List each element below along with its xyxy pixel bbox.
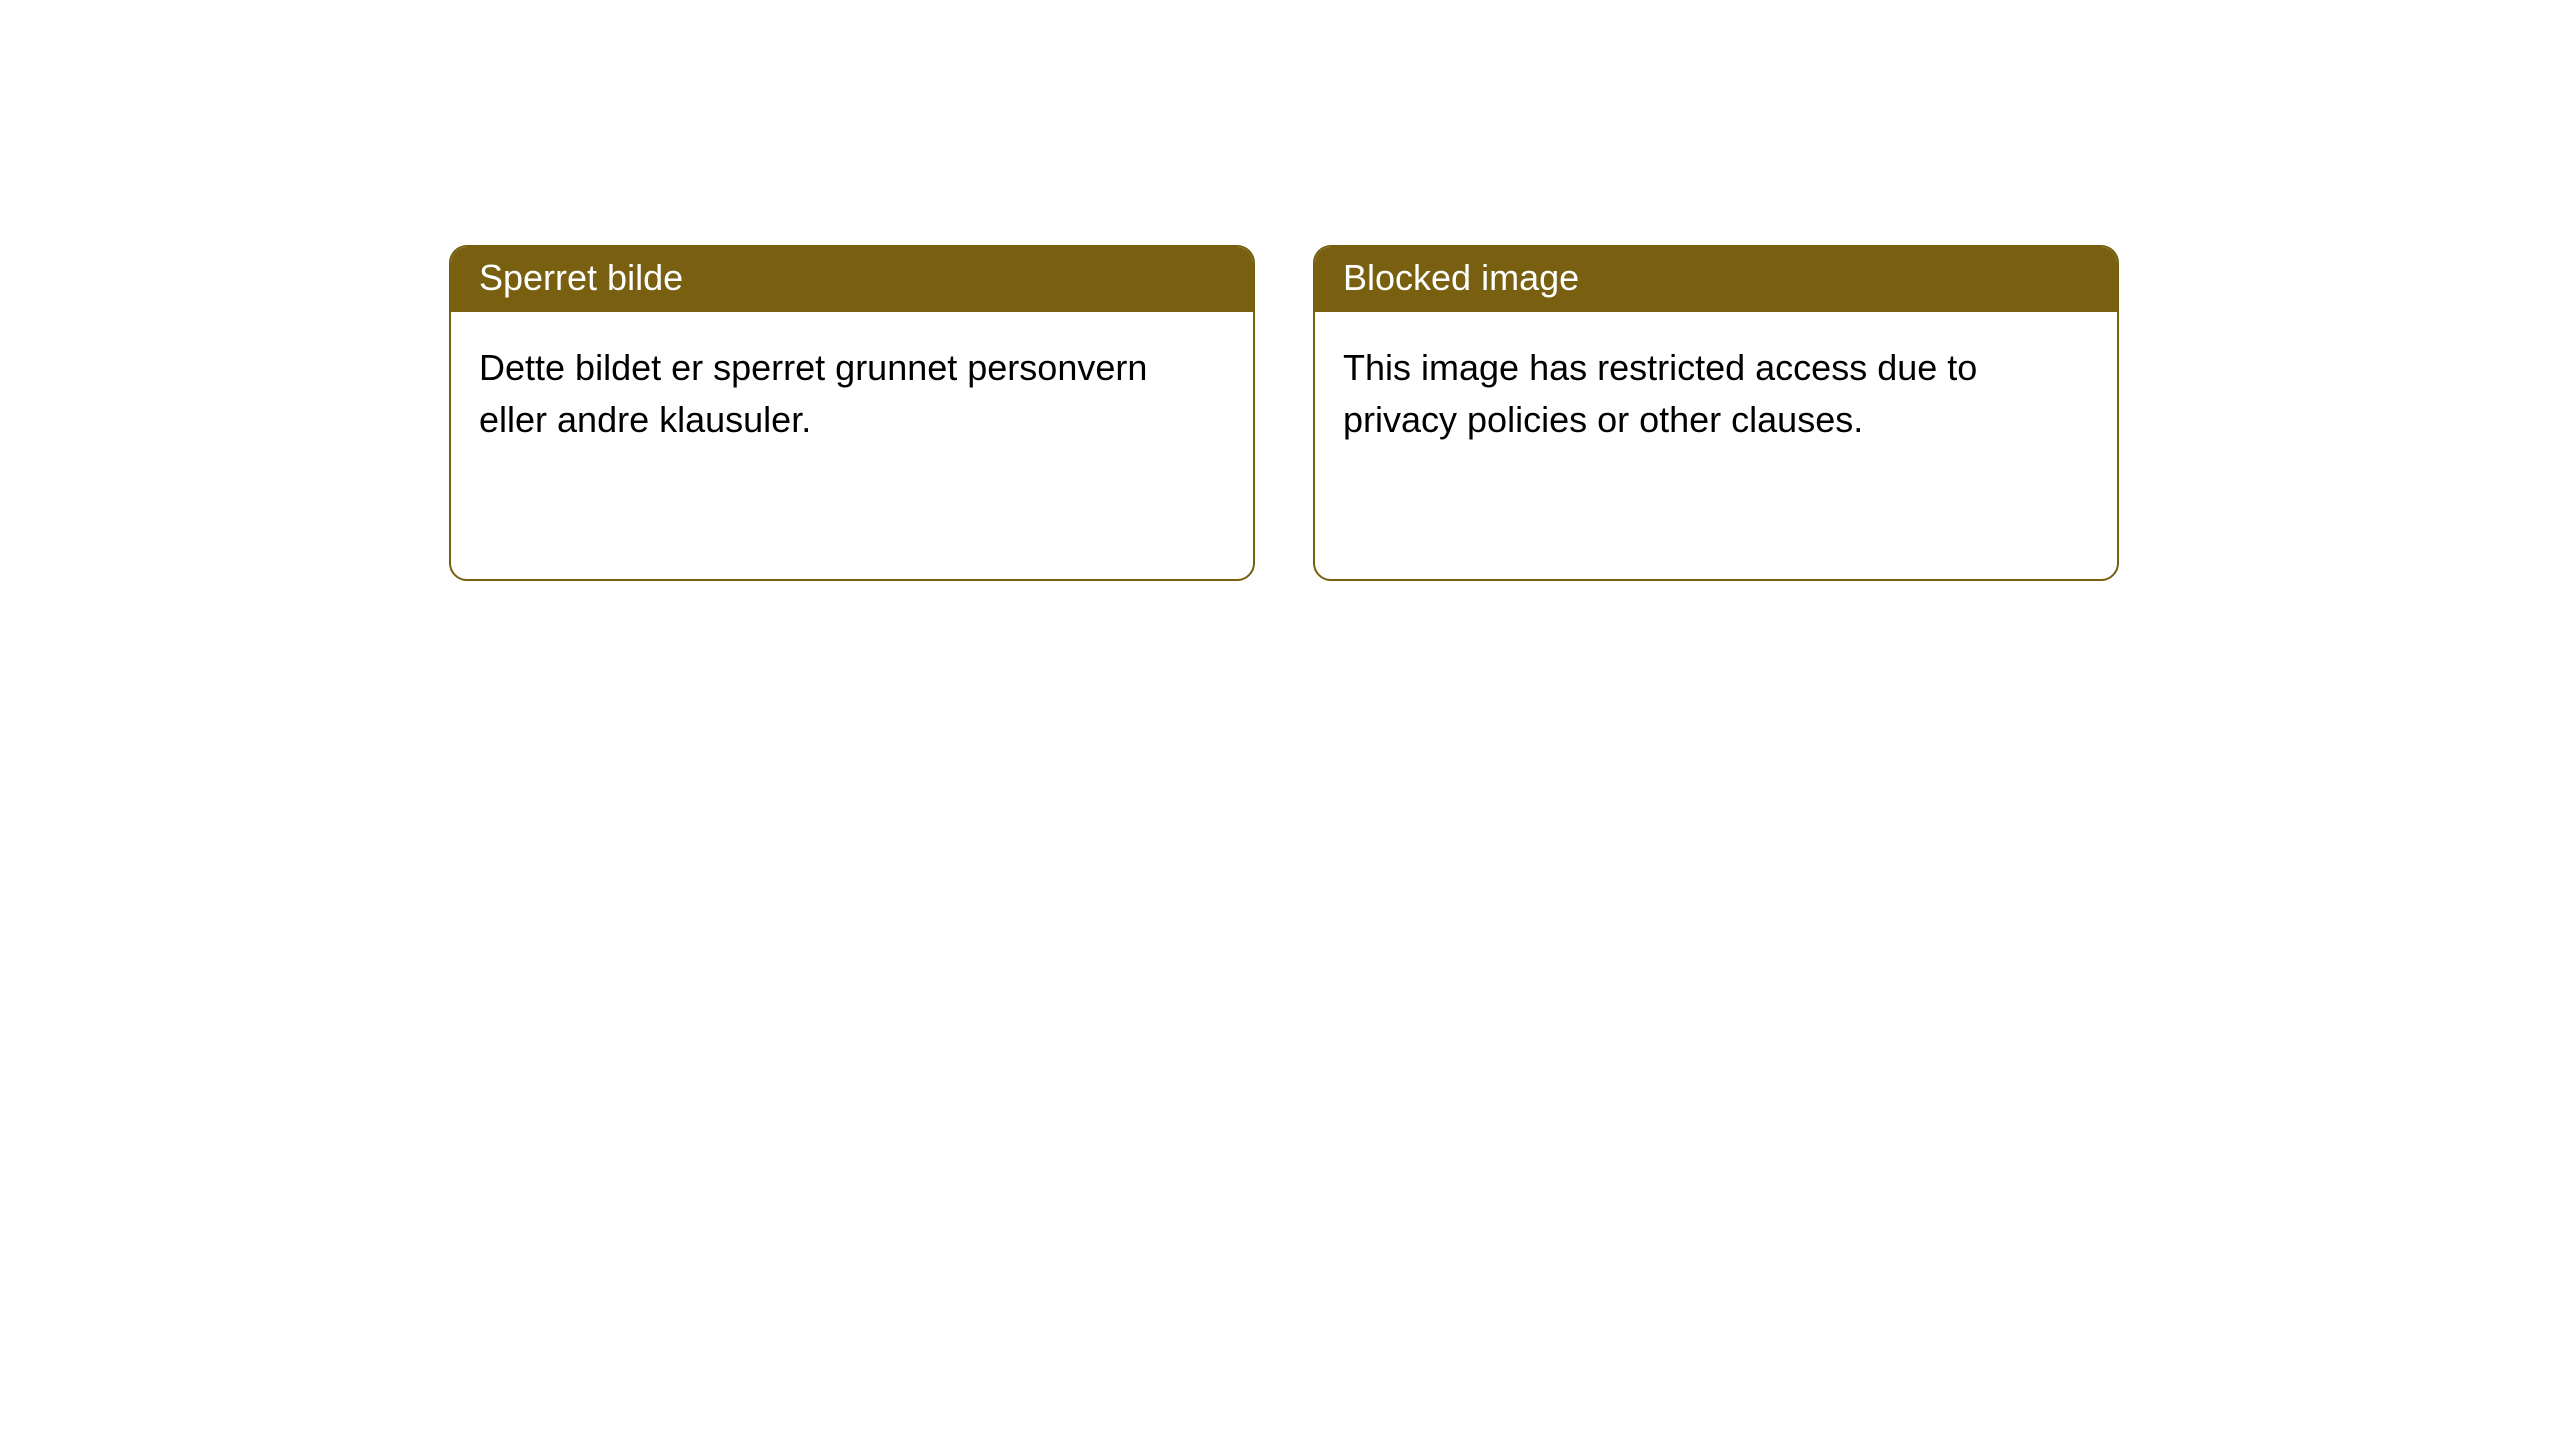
card-body-text: Dette bildet er sperret grunnet personve… [451, 312, 1253, 476]
blocked-image-card-no: Sperret bilde Dette bildet er sperret gr… [449, 245, 1255, 581]
card-body-text: This image has restricted access due to … [1315, 312, 2117, 476]
notice-container: Sperret bilde Dette bildet er sperret gr… [0, 0, 2560, 581]
card-title: Sperret bilde [451, 247, 1253, 312]
blocked-image-card-en: Blocked image This image has restricted … [1313, 245, 2119, 581]
card-title: Blocked image [1315, 247, 2117, 312]
